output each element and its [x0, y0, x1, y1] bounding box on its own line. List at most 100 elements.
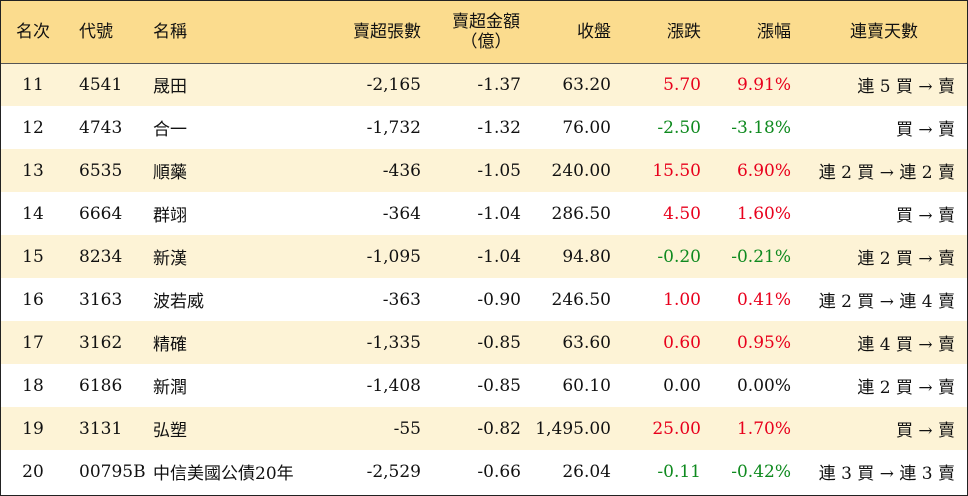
cell-change-pct: 1.60% [736, 203, 791, 224]
header-row: 名次 代號 名稱 賣超張數 賣超金額 （億） 收盤 漲跌 漲幅 連賣天數 [1, 1, 967, 64]
cell-code: 3163 [79, 289, 123, 310]
cell-change: -2.50 [657, 117, 701, 138]
header-name: 名稱 [145, 1, 335, 64]
cell-code: 3162 [79, 332, 123, 353]
cell-net-sell-amount: -0.85 [477, 375, 521, 396]
cell-close: 1,495.00 [535, 418, 611, 439]
cell-change: -0.11 [657, 461, 701, 482]
cell-code: 4743 [79, 117, 123, 138]
header-close: 收盤 [531, 1, 621, 64]
table-row: 20 00795B 中信美國公債20年 -2,529 -0.66 26.04 -0.11 -0… [1, 450, 967, 493]
table-header: 名次 代號 名稱 賣超張數 賣超金額 （億） 收盤 漲跌 漲幅 連賣天數 [1, 1, 967, 64]
table-row: 15 8234 新漢 -1,095 -1.04 94.80 -0.20 -0.21% 連 2 買… [1, 235, 967, 278]
table-row: 12 4743 合一 -1,732 -1.32 76.00 -2.50 -3.18% 買 → 賣 [1, 106, 967, 149]
table-row: 17 3162 精確 -1,335 -0.85 63.60 0.60 0.95% 連 4 買 →… [1, 321, 967, 364]
cell-name: 晟田 [153, 77, 187, 98]
cell-change: -0.20 [657, 246, 701, 267]
cell-consec-days: 買 → 賣 [895, 120, 955, 140]
cell-name: 新漢 [153, 249, 187, 269]
cell-close: 286.50 [551, 203, 611, 224]
cell-consec-days: 連 2 買 → 賣 [857, 378, 955, 398]
cell-change-pct: -0.21% [731, 246, 791, 267]
cell-consec-days: 買 → 賣 [895, 421, 955, 441]
cell-change: 0.60 [663, 332, 701, 353]
cell-net-sell-amount: -1.04 [477, 203, 521, 224]
cell-net-sell-amount: -1.05 [477, 160, 521, 181]
cell-net-sell-amount: -0.85 [477, 332, 521, 353]
cell-change: 1.00 [663, 289, 701, 310]
header-change-pct: 漲幅 [711, 1, 801, 64]
cell-close: 76.00 [562, 117, 611, 138]
cell-net-sell-shares: -1,732 [366, 117, 421, 138]
header-net-sell-amount-line1: 賣超金額 [452, 11, 520, 32]
cell-net-sell-amount: -0.90 [477, 289, 521, 310]
cell-close: 94.80 [562, 246, 611, 267]
cell-net-sell-amount: -1.37 [477, 74, 521, 95]
cell-consec-days: 連 2 買 → 連 4 賣 [818, 292, 955, 312]
table-row: 13 6535 順藥 -436 -1.05 240.00 15.50 6.90% 連 2 買 →… [1, 149, 967, 192]
cell-change-pct: -0.42% [731, 461, 791, 482]
cell-rank: 18 [22, 375, 44, 396]
cell-change-pct: 6.90% [736, 160, 791, 181]
cell-name: 群翊 [153, 206, 187, 226]
cell-code: 8234 [79, 246, 123, 267]
cell-net-sell-amount: -0.66 [477, 461, 521, 482]
cell-close: 63.60 [562, 332, 611, 353]
header-code: 代號 [65, 1, 145, 64]
cell-close: 246.50 [551, 289, 611, 310]
cell-rank: 16 [22, 289, 44, 310]
cell-name: 波若威 [153, 292, 204, 312]
cell-change-pct: 0.00% [736, 375, 791, 396]
cell-name: 新潤 [153, 378, 187, 398]
cell-code: 6186 [79, 375, 123, 396]
table-row: 18 6186 新潤 -1,408 -0.85 60.10 0.00 0.00% 連 2 買 →… [1, 364, 967, 407]
cell-rank: 20 [22, 461, 44, 482]
cell-close: 240.00 [551, 160, 611, 181]
cell-consec-days: 買 → 賣 [895, 206, 955, 226]
cell-code: 4541 [79, 74, 123, 95]
table-row: 14 6664 群翊 -364 -1.04 286.50 4.50 1.60% 買 → 賣 [1, 192, 967, 235]
cell-change-pct: 1.70% [736, 418, 791, 439]
cell-net-sell-amount: -1.32 [477, 117, 521, 138]
cell-change: 4.50 [663, 203, 701, 224]
header-change: 漲跌 [621, 1, 711, 64]
table-row: 16 3163 波若威 -363 -0.90 246.50 1.00 0.41% 連 2 買 →… [1, 278, 967, 321]
cell-net-sell-amount: -1.04 [477, 246, 521, 267]
cell-close: 63.20 [562, 74, 611, 95]
cell-rank: 15 [22, 246, 44, 267]
cell-change-pct: 0.95% [736, 332, 791, 353]
cell-change-pct: 0.41% [736, 289, 791, 310]
cell-name: 中信美國公債20年 [153, 464, 294, 484]
cell-code: 6535 [79, 160, 123, 181]
table-row: 19 3131 弘塑 -55 -0.82 1,495.00 25.00 1.70% 買 → 賣 [1, 407, 967, 450]
cell-consec-days: 連 5 買 → 賣 [857, 77, 955, 98]
cell-net-sell-shares: -436 [382, 160, 421, 181]
cell-consec-days: 連 2 買 → 賣 [857, 249, 955, 269]
cell-rank: 19 [22, 418, 44, 439]
cell-name: 弘塑 [153, 421, 187, 441]
cell-change: 5.70 [663, 74, 701, 95]
cell-consec-days: 連 3 買 → 連 3 賣 [818, 464, 955, 484]
header-net-sell-amount: 賣超金額 （億） [431, 1, 531, 64]
cell-rank: 13 [22, 160, 44, 181]
header-rank: 名次 [1, 1, 65, 64]
cell-consec-days: 連 2 買 → 連 2 賣 [818, 163, 955, 183]
cell-name: 順藥 [153, 163, 187, 183]
cell-change-pct: -3.18% [731, 117, 791, 138]
cell-net-sell-shares: -55 [393, 418, 421, 439]
table-row: 11 4541 晟田 -2,165 -1.37 63.20 5.70 9.91% 連 5 買 →… [1, 63, 967, 106]
cell-change: 25.00 [652, 418, 701, 439]
cell-close: 26.04 [562, 461, 611, 482]
cell-rank: 11 [22, 74, 44, 95]
cell-code: 00795B [79, 461, 146, 482]
cell-rank: 12 [22, 117, 44, 138]
cell-change-pct: 9.91% [736, 74, 791, 95]
cell-code: 3131 [79, 418, 123, 439]
cell-name: 合一 [153, 120, 187, 140]
cell-close: 60.10 [562, 375, 611, 396]
cell-net-sell-shares: -2,529 [366, 461, 421, 482]
table-body: 11 4541 晟田 -2,165 -1.37 63.20 5.70 9.91% 連 5 買 →… [1, 63, 967, 493]
cell-net-sell-shares: -363 [382, 289, 421, 310]
